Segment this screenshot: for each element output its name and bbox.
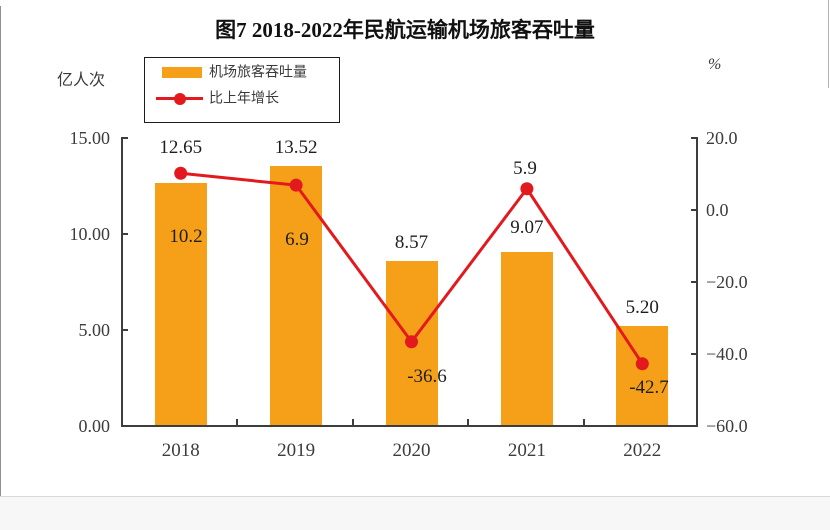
y-axis-left-label: 5.00	[78, 320, 111, 340]
bar-value-label-2020: 8.57	[394, 232, 429, 253]
scan-edge-right	[828, 0, 829, 88]
y-axis-right-label: 0.0	[706, 200, 729, 220]
legend-box: 机场旅客吞吐量 比上年增长	[144, 57, 340, 123]
x-axis-tick	[351, 419, 354, 426]
left-axis-unit: 亿人次	[57, 72, 106, 89]
right-axis-tick	[691, 425, 698, 427]
line-point-2021	[520, 182, 534, 196]
x-axis-tick	[467, 419, 470, 426]
bar-2020	[385, 261, 438, 426]
chart-title: 图7 2018-2022年民航运输机场旅客吞吐量	[215, 18, 595, 42]
y-axis-right-label: −20.0	[706, 272, 748, 292]
bar-series-swatch-icon	[162, 67, 202, 78]
scan-edge-left	[0, 6, 1, 504]
bar-2021	[500, 251, 553, 426]
x-axis-label-2021: 2021	[507, 440, 546, 461]
line-point-2018	[174, 166, 188, 180]
bar-value-label-2022: 5.20	[625, 297, 659, 318]
line-series-marker-icon	[174, 92, 186, 105]
line-value-label-2018: 10.2	[169, 226, 203, 247]
right-axis-tick	[691, 353, 698, 355]
line-value-label-2022: -42.7	[629, 377, 669, 398]
legend-item-throughput: 机场旅客吞吐量	[145, 60, 339, 84]
line-value-label-2019: 6.9	[285, 229, 309, 250]
page-margin-strip	[0, 497, 830, 530]
x-axis-label-2020: 2020	[392, 440, 431, 461]
bar-value-label-2021: 9.07	[510, 217, 544, 238]
line-value-label-2020: -36.6	[407, 366, 447, 387]
y-axis-right-label: 20.0	[706, 128, 738, 148]
x-axis-label-2019: 2019	[277, 440, 316, 461]
bottom-axis-line	[121, 425, 698, 427]
right-axis-tick	[691, 281, 698, 283]
y-axis-right-label: −60.0	[706, 416, 748, 436]
y-axis-left-label: 0.00	[78, 416, 111, 436]
left-axis-line	[121, 138, 123, 426]
bar-2019	[270, 166, 323, 426]
line-value-label-2021: 5.9	[513, 158, 537, 179]
y-axis-left-label: 10.00	[69, 224, 111, 244]
right-axis-tick	[691, 137, 698, 139]
legend-item-growth: 比上年增长	[145, 86, 339, 110]
bar-value-label-2019: 13.52	[274, 137, 318, 158]
y-axis-right-label: −40.0	[706, 344, 748, 364]
y-axis-left-label: 15.00	[69, 128, 111, 148]
scan-edge-bottom	[0, 496, 830, 497]
legend-label-throughput: 机场旅客吞吐量	[209, 65, 307, 81]
legend-label-growth: 比上年增长	[209, 91, 279, 107]
x-axis-label-2018: 2018	[161, 440, 200, 461]
x-axis-label-2022: 2022	[623, 440, 662, 461]
left-axis-tick	[121, 329, 128, 331]
right-axis-unit: %	[708, 56, 722, 73]
x-axis-tick	[582, 419, 585, 426]
x-axis-tick	[236, 419, 239, 426]
left-axis-tick	[121, 137, 128, 139]
bar-value-label-2018: 12.65	[159, 137, 203, 158]
left-axis-tick	[121, 233, 128, 235]
left-axis-tick	[121, 425, 128, 427]
right-axis-tick	[691, 209, 698, 211]
bar-2018	[154, 183, 207, 426]
